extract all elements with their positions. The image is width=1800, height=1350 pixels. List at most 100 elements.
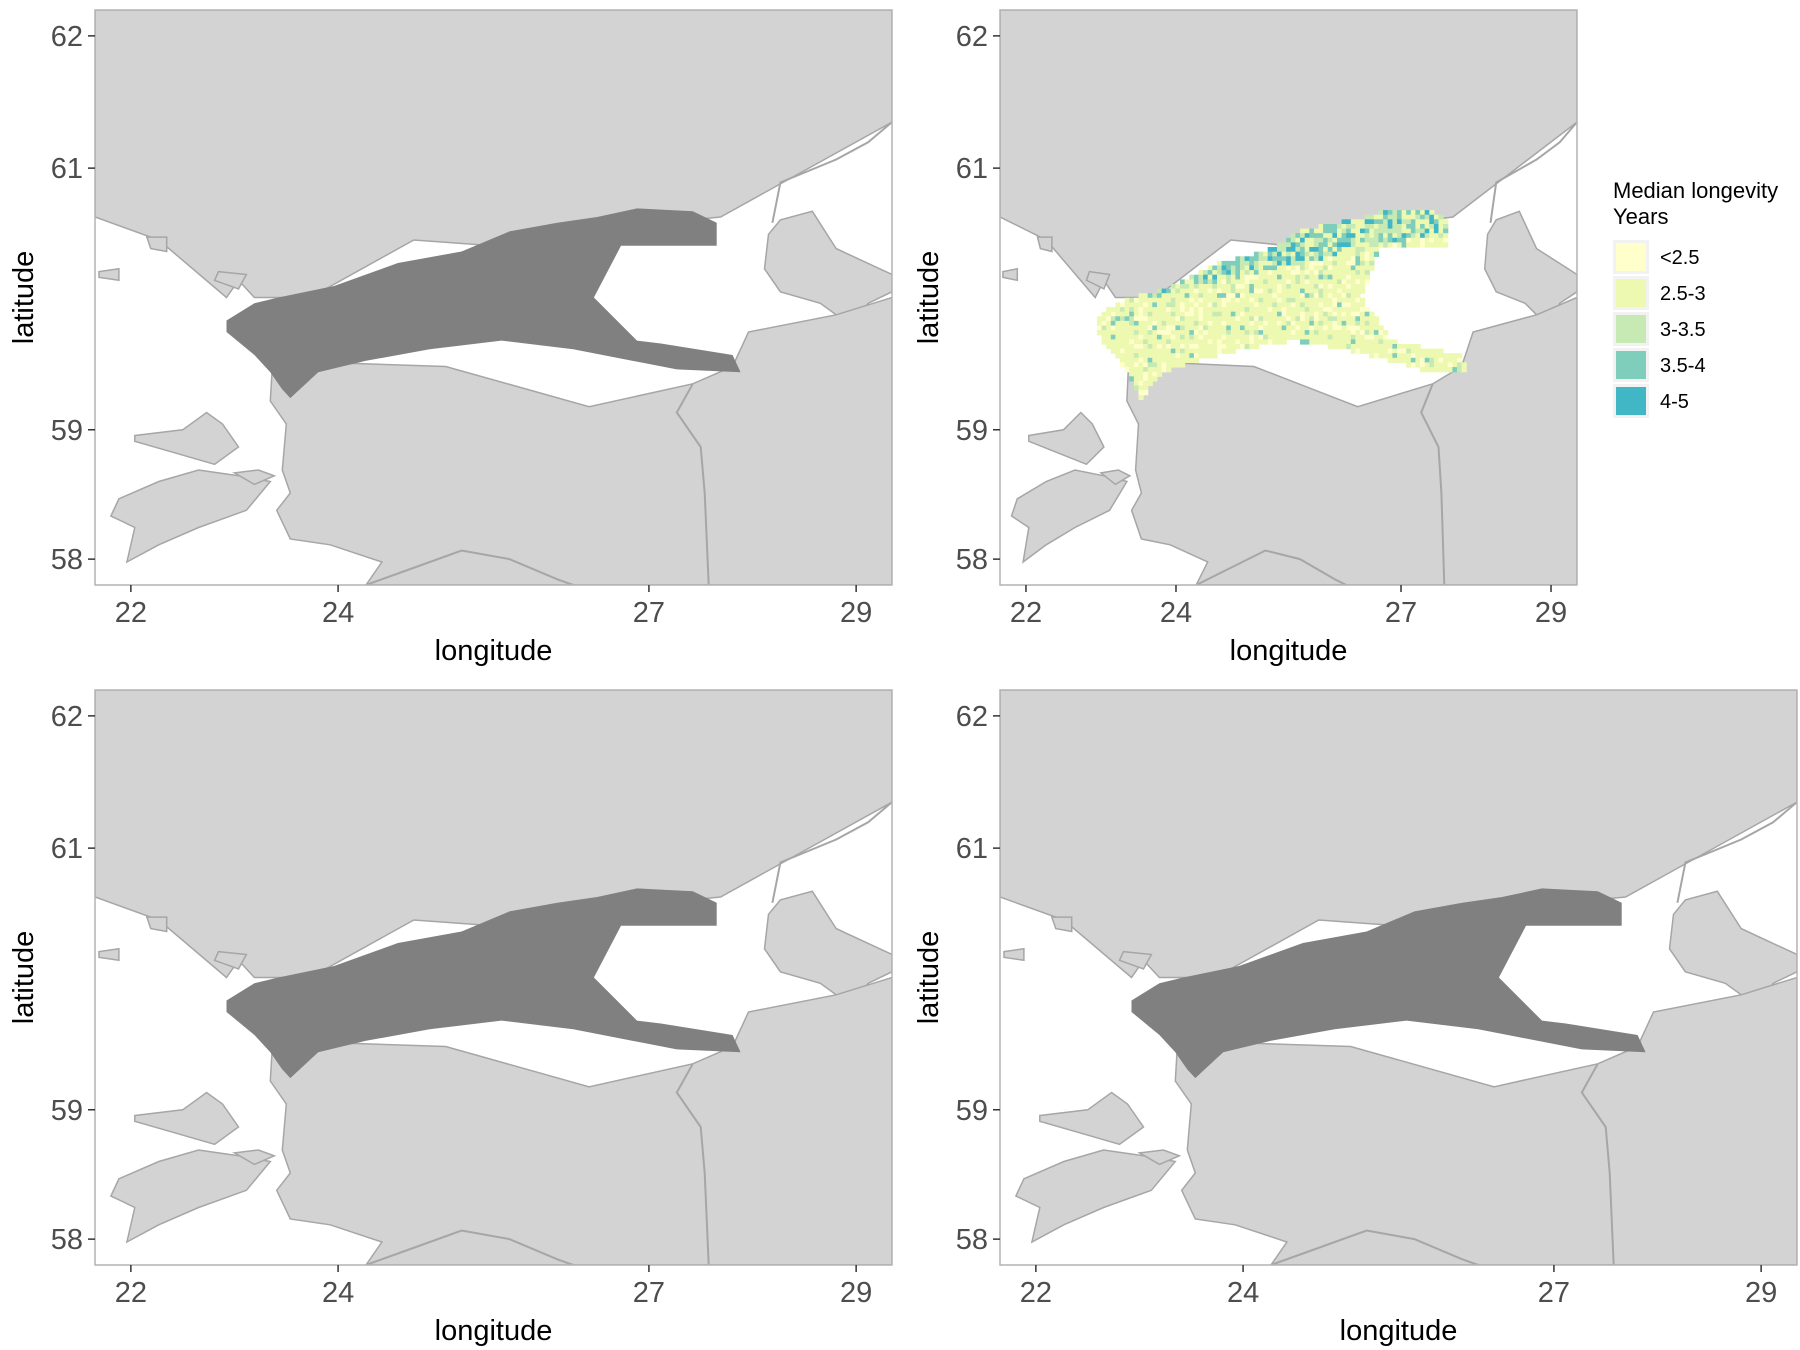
raster-cell (1152, 330, 1158, 336)
raster-cell (1180, 316, 1186, 322)
raster-cell (1337, 224, 1343, 230)
raster-cell (1253, 270, 1260, 276)
raster-cell (1327, 334, 1333, 340)
raster-cell (1318, 325, 1324, 331)
raster-cell (1184, 311, 1190, 317)
raster-cell (1350, 316, 1356, 322)
raster-cell (1138, 357, 1144, 363)
raster-cell (1341, 334, 1347, 340)
raster-cell (1286, 316, 1292, 322)
raster-cell (1295, 320, 1301, 327)
raster-cell (1115, 302, 1121, 308)
raster-cell (1156, 362, 1163, 368)
raster-cell (1184, 320, 1190, 327)
raster-cell (1277, 320, 1283, 327)
raster-cell (1373, 316, 1380, 322)
raster-cell (1258, 325, 1264, 331)
raster-cell (1424, 219, 1430, 225)
raster-cell (1207, 274, 1213, 280)
raster-cell (1212, 284, 1218, 290)
raster-cell (1203, 320, 1209, 327)
raster-cell (1267, 311, 1273, 317)
y-tick-label: 59 (956, 1095, 988, 1127)
raster-cell (1156, 288, 1163, 294)
raster-cell (1184, 348, 1190, 354)
y-tick-label: 59 (51, 1095, 83, 1127)
raster-cell (1378, 348, 1384, 354)
raster-cell (1295, 270, 1301, 276)
raster-cell (1323, 302, 1329, 308)
raster-cell (1272, 293, 1278, 299)
raster-cell (1433, 228, 1440, 234)
x-tick-label: 29 (840, 1277, 872, 1309)
land-polygon (1010, 469, 1129, 564)
raster-cell (1373, 233, 1380, 239)
raster-cell (1406, 233, 1412, 239)
raster-cell (1429, 224, 1435, 230)
raster-cell (1235, 325, 1241, 331)
raster-cell (1327, 256, 1333, 262)
raster-cell (1170, 334, 1176, 340)
raster-cell (1249, 311, 1255, 317)
raster-cell (1161, 297, 1167, 303)
raster-cell (1369, 233, 1375, 239)
raster-cell (1341, 307, 1347, 313)
raster-cell (1364, 307, 1370, 313)
raster-cell (1323, 247, 1329, 253)
raster-cell (1240, 274, 1246, 280)
raster-cell (1129, 325, 1135, 331)
coastline (675, 1063, 710, 1265)
raster-cell (1180, 357, 1186, 363)
raster-cell (1240, 288, 1246, 294)
raster-cell (1369, 348, 1375, 354)
raster-cell (1323, 256, 1329, 262)
raster-cell (1110, 330, 1116, 336)
raster-cell (1383, 334, 1389, 340)
raster-cell (1290, 316, 1296, 322)
raster-cell (1295, 251, 1301, 257)
raster-cell (1152, 376, 1158, 382)
raster-cell (1258, 297, 1264, 303)
raster-cell (1263, 288, 1269, 294)
raster-cell (1147, 297, 1153, 303)
raster-cell (1120, 357, 1126, 363)
raster-cell (1217, 330, 1223, 336)
raster-cell (1378, 344, 1384, 350)
raster-cell (1392, 348, 1398, 354)
raster-cell (1133, 353, 1140, 359)
raster-cell (1350, 325, 1356, 331)
raster-cell (1360, 288, 1366, 294)
raster-cell (1189, 288, 1195, 294)
raster-cell (1360, 279, 1366, 285)
raster-cell (1360, 302, 1366, 308)
raster-cell (1383, 237, 1389, 243)
raster-cell (1258, 334, 1264, 340)
raster-cell (1300, 334, 1306, 340)
raster-cell (1341, 297, 1347, 303)
raster-cell (1290, 233, 1296, 239)
x-tick-label: 24 (322, 597, 354, 629)
raster-cell (1272, 311, 1278, 317)
raster-cell (1240, 297, 1246, 303)
raster-cell (1350, 256, 1356, 262)
coastline (1676, 801, 1797, 903)
raster-cell (1286, 251, 1292, 257)
raster-cell (1143, 376, 1149, 382)
raster-cell (1290, 334, 1296, 340)
raster-cell (1129, 348, 1135, 354)
raster-cell (1129, 357, 1135, 363)
raster-cell (1373, 251, 1380, 257)
raster-cell (1253, 316, 1260, 322)
raster-cell (1461, 362, 1467, 368)
raster-cell (1143, 339, 1149, 345)
raster-cell (1180, 297, 1186, 303)
raster-cell (1244, 320, 1250, 327)
raster-cell (1327, 320, 1333, 327)
raster-cell (1295, 274, 1301, 280)
raster-cell (1406, 210, 1412, 216)
raster-cell (1290, 325, 1296, 331)
raster-cell (1277, 311, 1283, 317)
raster-cell (1244, 293, 1250, 299)
raster-cell (1290, 330, 1296, 336)
raster-cell (1346, 270, 1352, 276)
